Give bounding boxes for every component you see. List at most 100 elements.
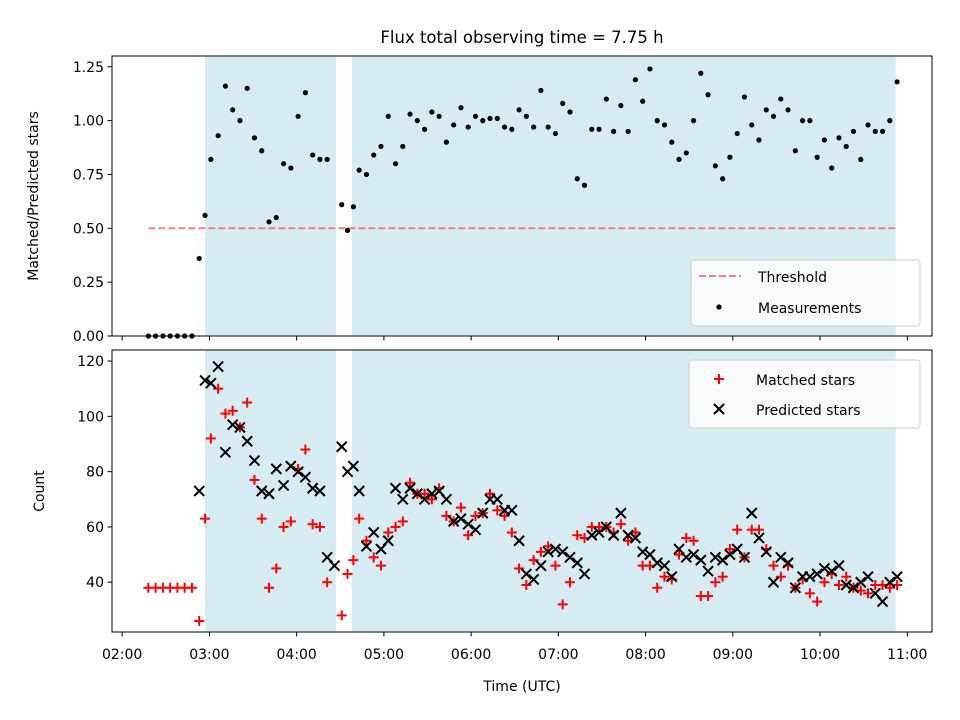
ratio-x-ticks — [121, 336, 908, 341]
predicted-star-point — [586, 529, 598, 541]
measurement-point — [698, 70, 704, 76]
measurement-point — [770, 113, 777, 119]
ratio-y-tick-label: 0.00 — [73, 329, 104, 345]
matched-star-point — [841, 571, 852, 582]
measurement-point — [509, 126, 515, 132]
measurement-point — [763, 107, 769, 113]
matched-star-point — [535, 546, 546, 557]
measurement-point — [344, 227, 351, 234]
count-legend-box — [688, 359, 921, 429]
matched-star-point — [220, 408, 231, 419]
measurement-point — [603, 96, 609, 102]
measurement-point — [310, 152, 316, 158]
measurement-point — [632, 77, 639, 83]
count-x-tick-label: 03:00 — [189, 647, 229, 663]
predicted-star-point — [397, 493, 409, 506]
measurement-point — [749, 122, 755, 128]
measurement-point — [230, 107, 236, 113]
matched-star-point — [397, 516, 408, 527]
ratio-y-ticks: 0.00 0.25 0.50 0.75 1.00 1.25 — [73, 60, 112, 345]
predicted-star-point — [248, 454, 261, 467]
predicted-star-point — [205, 377, 217, 389]
matched-star-point — [383, 527, 394, 538]
predicted-star-point — [469, 523, 482, 536]
predicted-star-point — [411, 488, 424, 500]
predicted-star-point — [455, 512, 467, 525]
measurement-point — [814, 154, 820, 160]
matched-star-point — [300, 444, 311, 455]
matched-star-point — [285, 516, 296, 527]
measurement-point — [436, 113, 442, 119]
measurement-point — [244, 85, 250, 91]
matched-star-point — [499, 510, 510, 521]
predicted-star-point — [840, 579, 852, 591]
matched-star-point — [812, 596, 823, 607]
measurement-point — [202, 212, 208, 218]
measurement-point — [640, 98, 646, 104]
count-x-tick-label: 06:00 — [451, 647, 491, 663]
measurement-point — [414, 118, 420, 124]
matched-star-point — [514, 563, 525, 574]
matched-star-point — [753, 524, 764, 535]
matched-star-point — [194, 615, 205, 626]
measurement-point — [821, 137, 828, 143]
measurement-point — [280, 161, 287, 167]
measurement-point — [465, 124, 471, 130]
predicted-star-point — [353, 485, 365, 497]
matched-star-point — [863, 588, 874, 599]
count-x-tick-label: 05:00 — [364, 647, 404, 663]
predicted-star-point — [520, 568, 533, 580]
predicted-star-point — [382, 535, 394, 547]
matched-star-point — [419, 488, 430, 499]
predicted-star-point — [818, 562, 831, 575]
measurement-point — [581, 182, 588, 188]
measurement-point — [356, 167, 362, 173]
predicted-star-point — [199, 374, 211, 387]
predicted-star-point — [226, 418, 239, 431]
measurement-point — [712, 163, 718, 169]
predicted-star-point — [535, 559, 547, 572]
predicted-star-point — [549, 543, 562, 555]
count-x-tick-label: 09:00 — [713, 647, 753, 663]
predicted-star-point — [804, 570, 816, 583]
measurement-point — [560, 100, 566, 106]
count-y-tick-label: 80 — [86, 465, 104, 481]
measurement-point — [531, 124, 537, 130]
measurement-point — [421, 126, 428, 132]
matched-star-point — [768, 560, 779, 571]
matched-star-point — [615, 519, 626, 530]
count-y-tick-label: 60 — [86, 520, 104, 536]
measurement-point — [647, 66, 653, 72]
measurement-point — [288, 165, 294, 171]
predicted-star-point — [716, 554, 729, 566]
measurement-point — [429, 109, 435, 115]
measurement-point — [829, 165, 835, 171]
matched-star-point — [314, 521, 325, 532]
measurement-point — [618, 102, 624, 109]
predicted-legend-swatch — [713, 403, 725, 415]
measurement-point — [400, 143, 406, 150]
measurement-point — [887, 118, 893, 124]
measurement-point — [523, 113, 529, 119]
predicted-star-point — [775, 551, 787, 564]
measurement-point — [516, 107, 522, 113]
matched-star-point — [390, 521, 401, 532]
count-x-ticks: 02:00 03:00 04:00 05:00 06:00 07:00 08:00 09:00… — [102, 632, 927, 663]
matched-star-point — [361, 535, 372, 546]
predicted-star-point — [477, 507, 489, 519]
matched-star-point — [833, 580, 844, 590]
measurement-point — [858, 156, 864, 162]
ratio-legend: Threshold Measurements — [690, 259, 921, 327]
matched-star-point — [278, 521, 289, 532]
matched-star-point — [455, 502, 466, 513]
threshold-legend-label: Threshold — [757, 270, 827, 286]
matched-legend-label: Matched stars — [756, 373, 855, 389]
measurement-point — [850, 128, 857, 134]
count-x-tick-label: 04:00 — [276, 647, 316, 663]
matched-star-point — [572, 530, 583, 541]
matched-star-point — [710, 577, 721, 588]
predicted-star-point — [767, 576, 780, 588]
measurement-point — [494, 115, 500, 122]
count-x-tick-label: 08:00 — [625, 647, 665, 663]
measurement-point — [800, 118, 806, 124]
